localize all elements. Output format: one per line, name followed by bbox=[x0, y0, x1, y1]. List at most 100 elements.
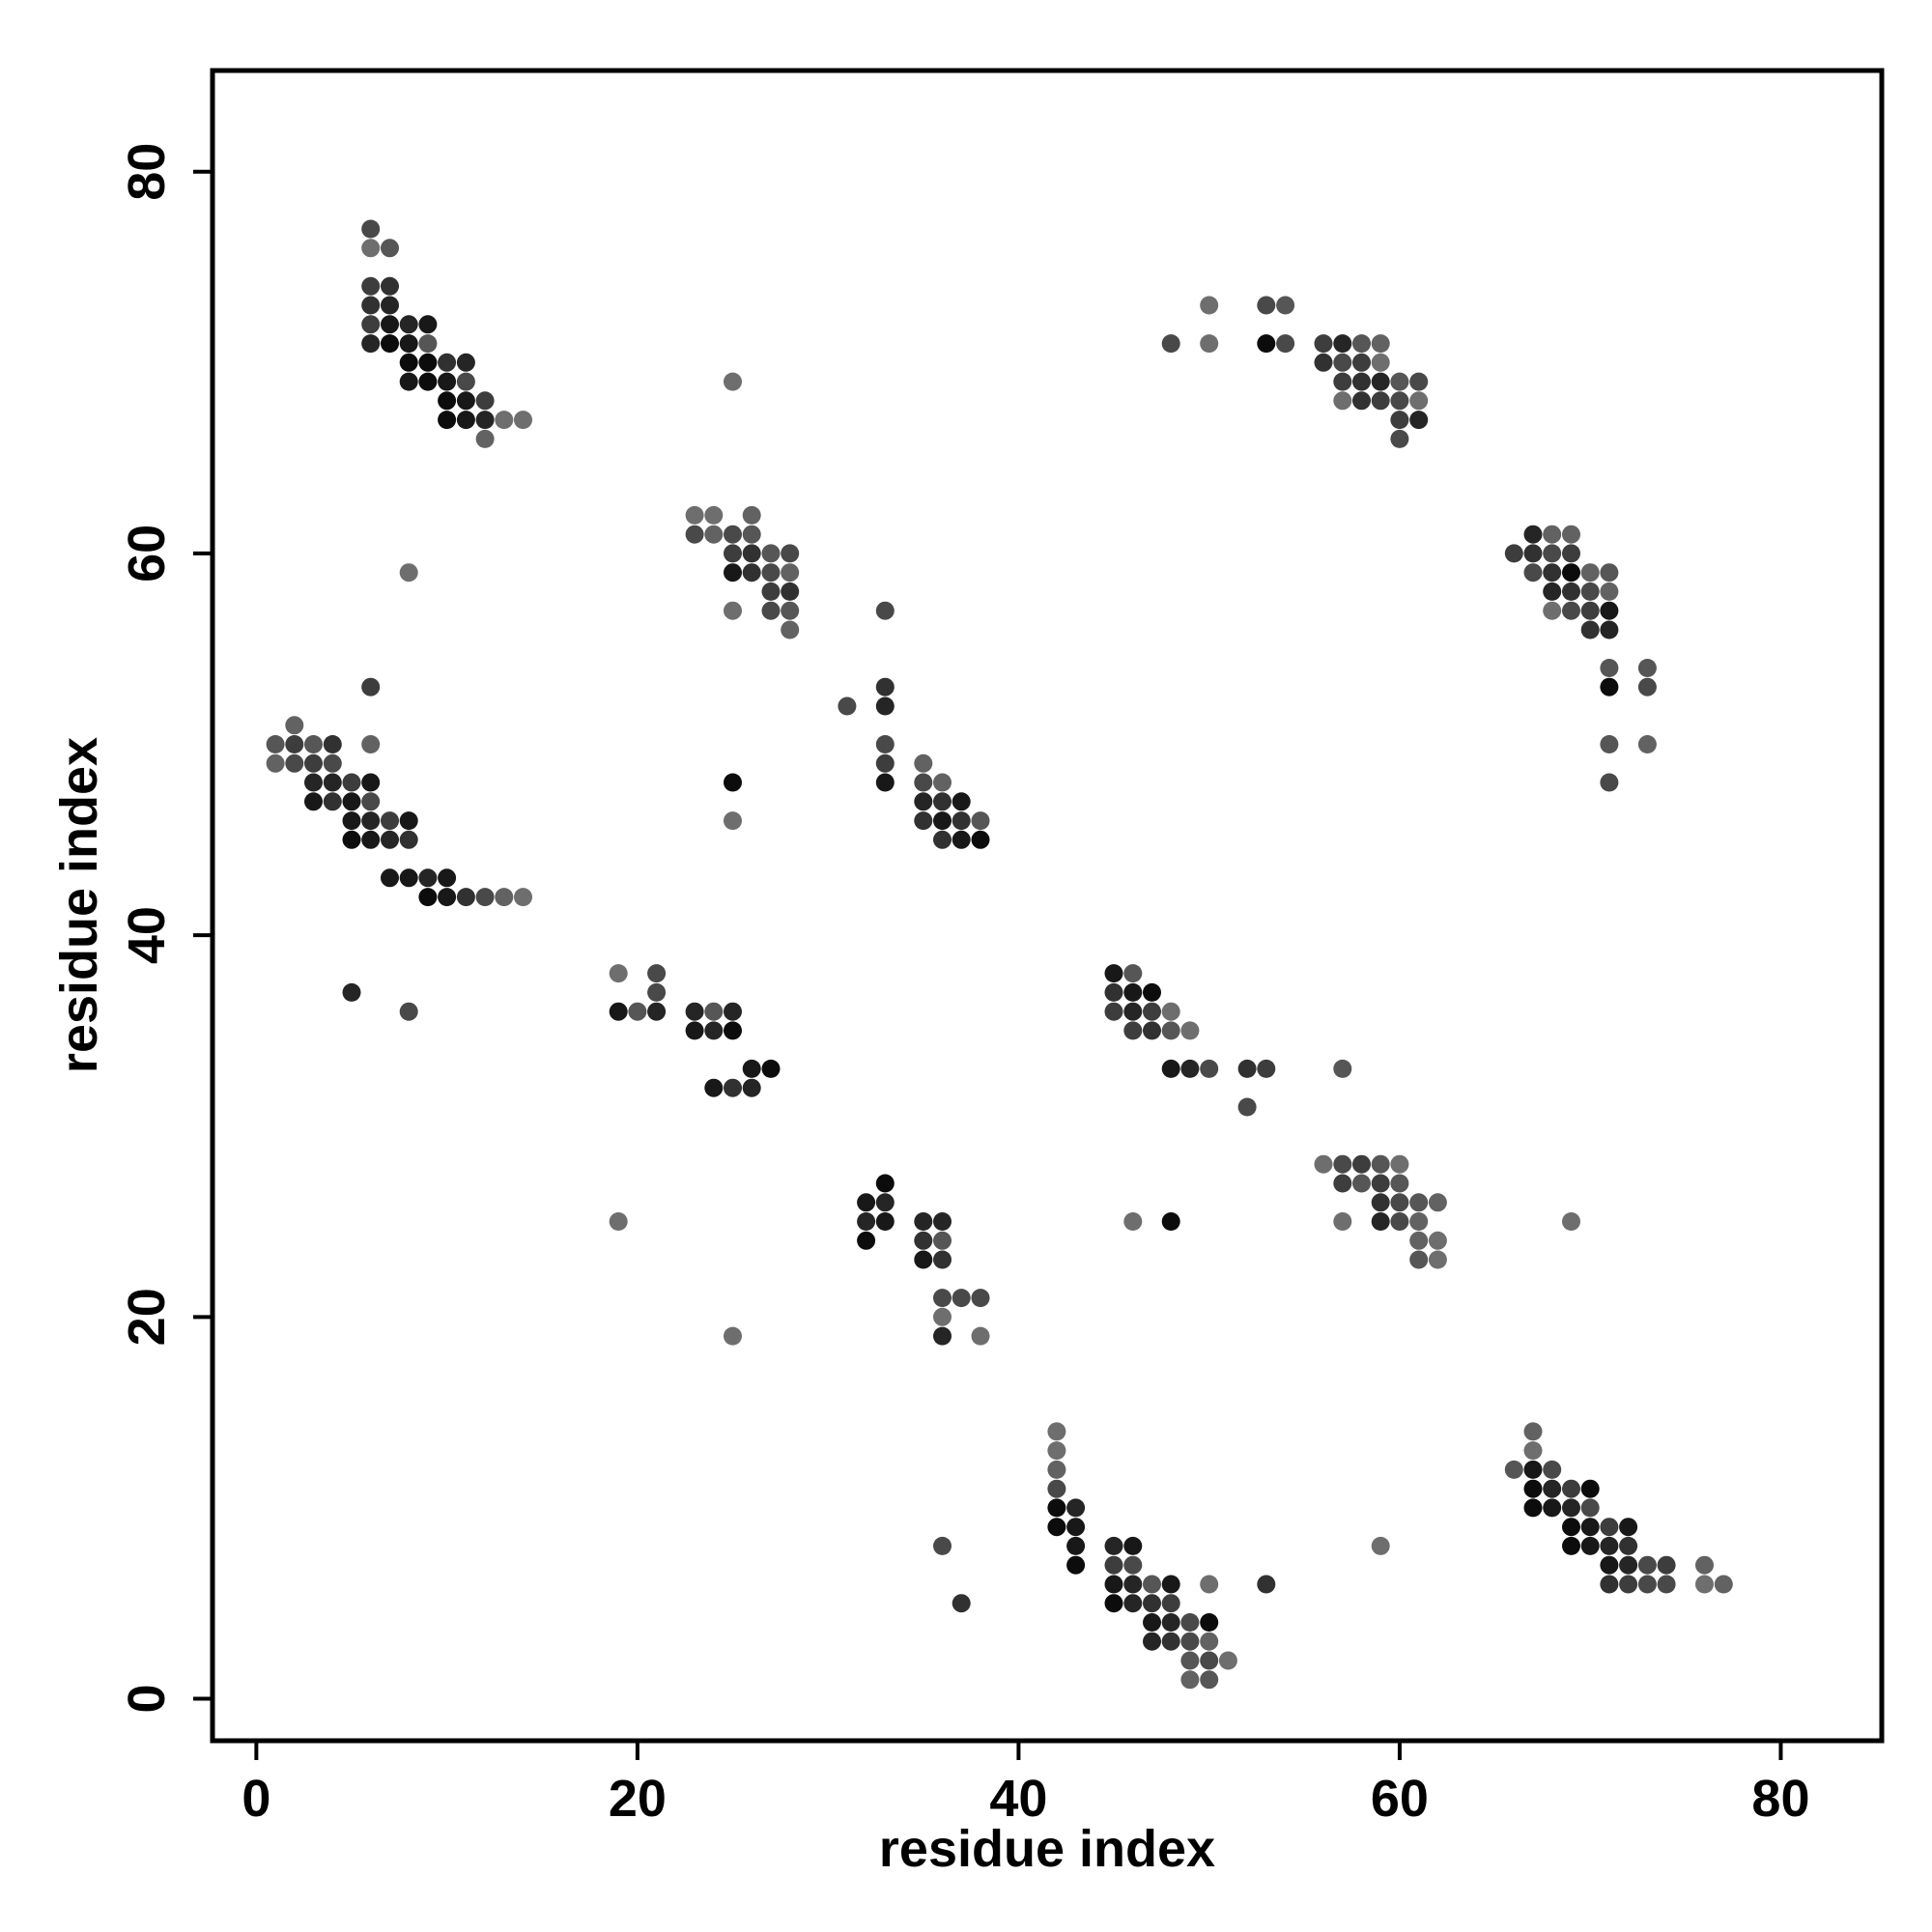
data-point bbox=[704, 1078, 724, 1097]
data-point bbox=[285, 735, 304, 753]
data-point bbox=[342, 830, 361, 849]
data-point bbox=[361, 334, 381, 354]
data-point bbox=[361, 773, 381, 792]
data-point bbox=[1523, 1441, 1543, 1461]
data-point bbox=[875, 601, 895, 620]
data-point bbox=[761, 601, 781, 620]
data-point bbox=[1580, 1518, 1600, 1537]
data-point bbox=[685, 1002, 704, 1021]
data-point bbox=[933, 1212, 952, 1231]
data-point bbox=[933, 1231, 952, 1250]
data-point bbox=[1161, 1613, 1180, 1632]
data-point bbox=[761, 563, 781, 582]
data-point bbox=[1619, 1555, 1638, 1575]
x-tick-label: 0 bbox=[242, 1770, 270, 1828]
data-point bbox=[514, 888, 532, 907]
data-point bbox=[323, 753, 342, 773]
data-point bbox=[952, 830, 971, 849]
data-point bbox=[1161, 334, 1180, 354]
data-point bbox=[914, 1212, 933, 1231]
data-point bbox=[1619, 1518, 1638, 1537]
data-point bbox=[781, 544, 800, 563]
data-point bbox=[1104, 1594, 1123, 1613]
data-point bbox=[1371, 372, 1390, 391]
data-point bbox=[1580, 601, 1600, 620]
data-point bbox=[1657, 1575, 1676, 1594]
data-point bbox=[1123, 1536, 1143, 1555]
data-point bbox=[1200, 1613, 1219, 1632]
data-point bbox=[857, 1231, 876, 1250]
y-tick-label: 0 bbox=[118, 1684, 176, 1713]
data-point bbox=[1257, 1059, 1276, 1078]
data-point bbox=[1143, 982, 1161, 1002]
data-point bbox=[1257, 1575, 1276, 1594]
data-point bbox=[1143, 1021, 1161, 1040]
data-point bbox=[418, 334, 438, 354]
data-point bbox=[609, 1212, 628, 1231]
data-point bbox=[704, 505, 724, 525]
data-point bbox=[724, 372, 742, 391]
data-point bbox=[742, 525, 761, 544]
data-point bbox=[438, 372, 457, 391]
data-point bbox=[1543, 525, 1562, 544]
data-point bbox=[914, 1250, 933, 1269]
data-point bbox=[1333, 1154, 1352, 1174]
data-point bbox=[647, 982, 667, 1002]
data-point bbox=[1161, 1632, 1180, 1651]
data-point bbox=[704, 1021, 724, 1040]
data-point bbox=[1066, 1498, 1086, 1518]
data-point bbox=[1180, 1670, 1200, 1690]
data-point bbox=[418, 353, 438, 372]
data-point bbox=[399, 1002, 418, 1021]
data-point bbox=[1352, 353, 1371, 372]
data-point bbox=[1523, 1460, 1543, 1479]
data-point bbox=[1123, 982, 1143, 1002]
data-point bbox=[456, 391, 475, 411]
data-point bbox=[361, 296, 381, 315]
data-point bbox=[914, 753, 933, 773]
data-point bbox=[1276, 296, 1295, 315]
data-point bbox=[399, 315, 418, 334]
data-point bbox=[704, 525, 724, 544]
data-point bbox=[1562, 1536, 1580, 1555]
data-point bbox=[1180, 1651, 1200, 1670]
data-point bbox=[1200, 1632, 1219, 1651]
data-point bbox=[1390, 429, 1409, 448]
data-point bbox=[724, 563, 742, 582]
data-point bbox=[933, 1250, 952, 1269]
data-point bbox=[724, 1002, 742, 1021]
data-point bbox=[724, 811, 742, 831]
data-point bbox=[1543, 1460, 1562, 1479]
data-point bbox=[875, 677, 895, 696]
data-point bbox=[1200, 334, 1219, 354]
data-point bbox=[875, 735, 895, 753]
data-point bbox=[1200, 296, 1219, 315]
data-point bbox=[456, 411, 475, 430]
data-point bbox=[361, 219, 381, 239]
data-point bbox=[1600, 563, 1619, 582]
data-point bbox=[685, 505, 704, 525]
data-point bbox=[1543, 1479, 1562, 1498]
data-point bbox=[1580, 620, 1600, 639]
data-point bbox=[1066, 1518, 1086, 1537]
data-point bbox=[1333, 1174, 1352, 1193]
data-point bbox=[1580, 563, 1600, 582]
y-tick-label: 20 bbox=[118, 1288, 176, 1346]
data-point bbox=[381, 239, 399, 258]
data-point bbox=[1333, 1212, 1352, 1231]
data-point bbox=[1237, 1059, 1257, 1078]
data-point bbox=[323, 773, 342, 792]
data-point bbox=[1104, 1575, 1123, 1594]
data-point bbox=[1409, 1231, 1429, 1250]
data-point bbox=[1543, 563, 1562, 582]
data-point bbox=[1352, 372, 1371, 391]
data-point bbox=[1428, 1231, 1447, 1250]
y-axis-title: residue index bbox=[50, 737, 108, 1073]
data-point bbox=[1523, 544, 1543, 563]
data-point bbox=[1600, 601, 1619, 620]
data-point bbox=[342, 773, 361, 792]
data-point bbox=[1352, 391, 1371, 411]
data-point bbox=[1600, 773, 1619, 792]
data-point bbox=[1562, 563, 1580, 582]
